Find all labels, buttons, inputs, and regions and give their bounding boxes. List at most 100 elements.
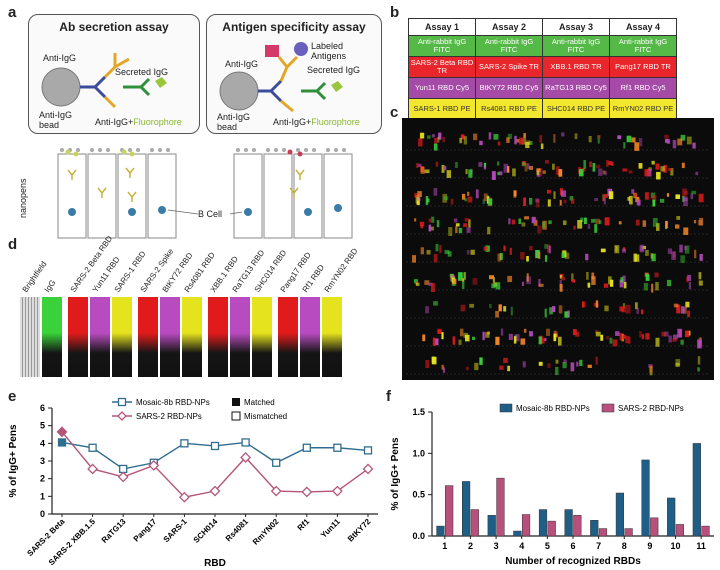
data-point bbox=[117, 471, 129, 483]
chip-spot bbox=[604, 217, 610, 226]
pen-image bbox=[68, 297, 88, 377]
assay-header-2: Assay 2 bbox=[475, 18, 543, 36]
data-point bbox=[362, 463, 374, 475]
bar bbox=[573, 515, 582, 537]
chip-spot bbox=[522, 361, 526, 368]
chip-spot bbox=[441, 164, 445, 173]
chip-spot bbox=[415, 162, 419, 168]
chip-spot bbox=[650, 253, 653, 259]
bar bbox=[538, 509, 548, 537]
data-point bbox=[333, 443, 342, 452]
chip-spot bbox=[488, 132, 492, 140]
chip-spot bbox=[499, 253, 503, 260]
chip-spot bbox=[491, 171, 496, 180]
x-tick-label: 9 bbox=[647, 541, 652, 551]
bar bbox=[667, 497, 676, 537]
y-tick-label: 1.5 bbox=[412, 407, 425, 417]
chip-spot bbox=[435, 244, 439, 252]
chip-spot bbox=[549, 307, 553, 315]
data-point bbox=[88, 443, 97, 452]
chip-spot bbox=[562, 362, 567, 369]
fluor-prefix-right: Anti-IgG+ bbox=[273, 117, 312, 127]
assay-cell: SARS-1 RBD PE bbox=[408, 98, 476, 120]
x-tick-label: 3 bbox=[494, 541, 499, 551]
chip-spot bbox=[538, 278, 541, 287]
x-tick-label: 10 bbox=[671, 541, 681, 551]
chip-spot bbox=[547, 199, 551, 207]
chip-spot bbox=[431, 216, 435, 223]
chip-spot bbox=[594, 197, 599, 202]
chip-spot bbox=[503, 245, 506, 252]
chip-spot bbox=[459, 328, 464, 337]
legend-swatch bbox=[499, 403, 513, 413]
chip-spot bbox=[522, 161, 526, 166]
fluorophore-text-right: Fluorophore bbox=[311, 117, 360, 127]
chip-spot bbox=[644, 192, 649, 200]
chip-spot bbox=[462, 280, 465, 290]
chip-spot bbox=[420, 247, 424, 255]
chip-spot bbox=[463, 272, 466, 280]
assay-cell: SARS-2 Beta RBD TR bbox=[408, 56, 476, 78]
chip-spot bbox=[416, 197, 420, 206]
assay-cell: SARS-2 Spike TR bbox=[475, 56, 543, 78]
chip-spot bbox=[573, 225, 576, 230]
chip-spot bbox=[538, 252, 541, 260]
chip-spot bbox=[648, 364, 653, 373]
bar bbox=[692, 443, 701, 537]
chip-spot bbox=[428, 224, 431, 232]
x-tick-label: Yun11 bbox=[319, 517, 342, 540]
chip-spot bbox=[638, 138, 643, 147]
chip-spot bbox=[563, 199, 567, 204]
chip-spot bbox=[464, 198, 468, 202]
chip-spot bbox=[644, 169, 649, 177]
chip-spot bbox=[467, 196, 473, 203]
pen-image bbox=[138, 297, 158, 377]
chip-spot bbox=[564, 252, 570, 260]
chip-spot bbox=[687, 274, 692, 281]
chip-spot bbox=[609, 337, 613, 344]
chip-spot bbox=[643, 282, 648, 291]
chip-spot bbox=[686, 136, 692, 145]
chip-spot bbox=[464, 218, 469, 222]
chip-spot bbox=[622, 303, 626, 309]
assay-cell: Rf1 RBD Cy5 bbox=[609, 77, 677, 99]
chip-spot bbox=[455, 226, 458, 234]
chip-spot bbox=[479, 140, 483, 146]
chip-spot bbox=[424, 280, 430, 285]
chip-spot bbox=[592, 162, 596, 172]
chip-spot bbox=[625, 304, 631, 314]
chip-spot bbox=[446, 170, 452, 178]
chip-spot bbox=[523, 328, 527, 333]
data-point bbox=[331, 485, 343, 497]
chip-spot bbox=[698, 280, 703, 286]
chip-spot bbox=[541, 337, 545, 344]
ab-secretion-box: Ab secretion assay Anti-IgG Secreted IgG… bbox=[28, 14, 200, 134]
chip-spot bbox=[675, 194, 680, 199]
chip-spot bbox=[434, 338, 439, 346]
legend-label: SARS-2 RBD-NPs bbox=[136, 412, 202, 421]
chip-spot bbox=[491, 283, 496, 289]
y-axis-label: % of IgG+ Pens bbox=[390, 437, 401, 511]
x-tick-label: 4 bbox=[519, 541, 524, 551]
y-tick-label: 1.0 bbox=[412, 448, 425, 458]
chip-spot bbox=[692, 142, 696, 149]
chip-spot bbox=[417, 163, 422, 168]
legend-marker bbox=[117, 411, 127, 421]
chip-spot bbox=[563, 359, 567, 364]
chip-spot bbox=[591, 218, 596, 223]
chip-spot bbox=[659, 198, 665, 203]
chip-spot bbox=[559, 283, 563, 292]
chip-spot bbox=[466, 366, 469, 371]
assay-cell: Anti-rabbit IgG FITC bbox=[475, 35, 543, 57]
chip-spot bbox=[488, 198, 493, 206]
chip-spot bbox=[687, 310, 690, 318]
chip-spot bbox=[698, 193, 704, 203]
pen-image bbox=[90, 297, 110, 377]
data-point bbox=[210, 441, 220, 451]
data-point bbox=[148, 459, 160, 471]
chip-spot bbox=[595, 218, 600, 224]
pen-image bbox=[160, 297, 180, 377]
chip-spot bbox=[558, 169, 563, 177]
chip-spot bbox=[458, 272, 463, 281]
chip-spot bbox=[694, 249, 697, 259]
